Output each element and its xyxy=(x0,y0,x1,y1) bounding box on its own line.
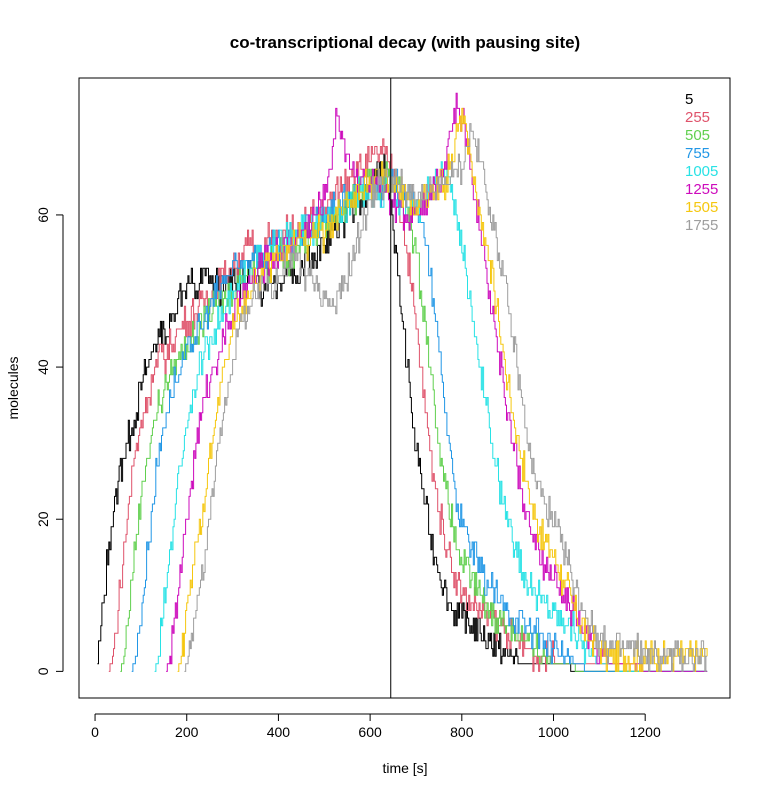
series-line-755 xyxy=(131,168,708,672)
x-tick-label: 600 xyxy=(358,724,382,740)
x-tick-label: 200 xyxy=(175,724,199,740)
y-tick-label: 60 xyxy=(35,207,51,223)
series-line-1005 xyxy=(154,161,708,672)
legend-entry-1005: 1005 xyxy=(685,163,718,180)
legend-entry-755: 755 xyxy=(685,145,710,162)
y-axis: 0 20 40 60 xyxy=(35,207,64,675)
legend-entry-1755: 1755 xyxy=(685,217,718,234)
y-tick-label: 40 xyxy=(35,359,51,375)
legend-entry-5: 5 xyxy=(685,91,693,108)
legend-entry-1255: 1255 xyxy=(685,181,718,198)
plot-area xyxy=(97,92,708,672)
x-axis-label: time [s] xyxy=(382,760,427,776)
y-tick-label: 20 xyxy=(35,511,51,527)
x-axis: 0 200 400 600 800 1000 1200 xyxy=(91,713,661,740)
x-tick-label: 800 xyxy=(450,724,474,740)
plot-frame xyxy=(78,77,731,699)
y-tick-label: 0 xyxy=(35,667,51,675)
chart-title: co-transcriptional decay (with pausing s… xyxy=(230,33,580,52)
legend-entry-1505: 1505 xyxy=(685,199,718,216)
series-line-505 xyxy=(120,161,708,672)
y-axis-label: molecules xyxy=(5,356,21,419)
series-line-1505 xyxy=(177,107,708,672)
legend-entry-505: 505 xyxy=(685,127,710,144)
legend-entry-255: 255 xyxy=(685,109,710,126)
x-tick-label: 400 xyxy=(267,724,291,740)
series-line-1755 xyxy=(184,123,708,672)
x-tick-label: 1000 xyxy=(538,724,569,740)
x-tick-label: 0 xyxy=(91,724,99,740)
x-tick-label: 1200 xyxy=(630,724,661,740)
